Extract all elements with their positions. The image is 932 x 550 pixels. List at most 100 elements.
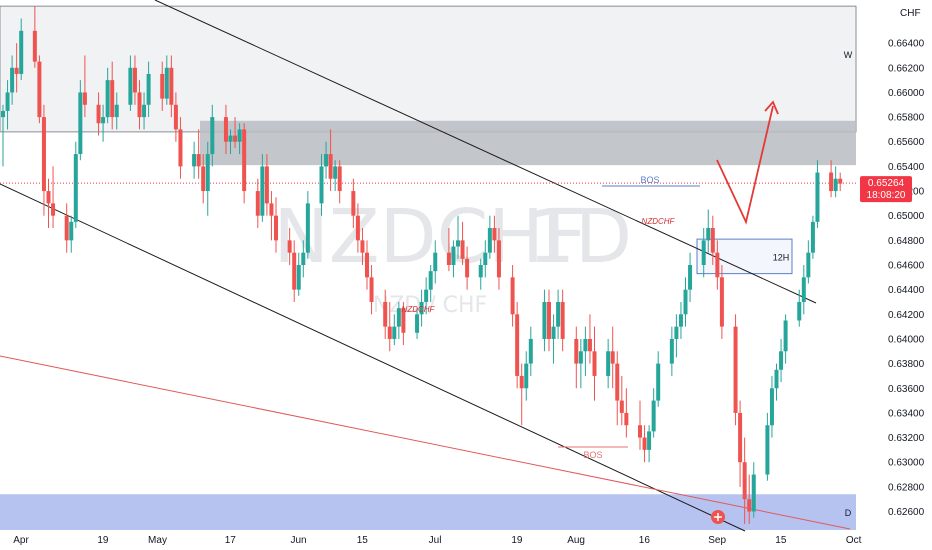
candle [415, 308, 420, 339]
candle [360, 228, 365, 265]
candle [319, 154, 324, 216]
price-tick-label: 0.63200 [888, 433, 925, 444]
zone-1 [200, 120, 856, 166]
candle [765, 412, 770, 481]
candle [128, 55, 133, 111]
candle [483, 240, 488, 278]
candle [478, 258, 483, 290]
candle [46, 178, 51, 229]
candle [274, 197, 278, 253]
candle [396, 301, 401, 339]
candle [137, 80, 142, 130]
candle [264, 154, 269, 216]
candle [324, 141, 329, 179]
candle [801, 265, 806, 315]
candle [210, 104, 215, 167]
price-tick-label: 0.64000 [888, 334, 925, 345]
candle [574, 326, 579, 389]
add-alert-icon[interactable] [711, 510, 725, 524]
candle [606, 338, 611, 389]
candle [492, 215, 497, 253]
candle [742, 437, 747, 524]
price-tick-label: 0.63400 [888, 408, 925, 419]
candle [460, 221, 465, 265]
candle [164, 55, 169, 105]
zone-label-3: 12H [773, 252, 790, 262]
candle [160, 61, 165, 111]
candle [228, 129, 233, 155]
price-tick-label: 0.65000 [888, 211, 925, 222]
candle [806, 240, 811, 284]
candle [719, 265, 724, 339]
candle [578, 338, 583, 389]
candle [201, 154, 206, 204]
candle [683, 277, 688, 327]
price-axis[interactable]: 0.62600 0.62800 0.63000 0.63200 0.63400 0.636… [888, 39, 925, 518]
time-tick-label: May [148, 535, 167, 546]
zone-label-2: D [845, 508, 852, 518]
price-tick-label: 0.62600 [888, 507, 925, 518]
candle [424, 277, 429, 315]
bos-lower-label: BOS [583, 450, 602, 460]
candle [69, 215, 74, 253]
candle [619, 375, 624, 426]
time-tick-label: Apr [13, 535, 29, 546]
candle [37, 55, 42, 124]
candle [305, 191, 310, 259]
countdown-value: 18:08:20 [867, 190, 906, 201]
candle [733, 314, 738, 426]
candle [651, 388, 656, 438]
candle [96, 92, 101, 136]
candle [387, 301, 392, 352]
candle [205, 141, 210, 216]
candle [301, 240, 306, 278]
candles-layer [1, 6, 843, 524]
candle [223, 104, 228, 155]
candle [669, 326, 674, 376]
candle [615, 351, 620, 426]
candle [355, 203, 360, 253]
candle [542, 289, 547, 352]
candle [132, 55, 137, 105]
candle [237, 123, 242, 155]
candle [642, 425, 647, 463]
candle [446, 228, 451, 272]
candle [337, 160, 342, 204]
zone-label-0: W [844, 50, 853, 60]
candle [829, 160, 834, 198]
candle [260, 154, 265, 222]
candle [706, 209, 711, 253]
candle [624, 388, 629, 438]
candle [51, 166, 56, 229]
candle [178, 117, 183, 179]
candle [524, 351, 529, 401]
red-trend-line [0, 355, 851, 530]
time-axis[interactable]: Apr 19 May 17 Jun 15 Jul 19 Aug 16 Sep 15 Oct [13, 535, 861, 546]
candle [638, 400, 642, 450]
candle [233, 117, 238, 148]
candle [738, 400, 743, 487]
time-tick-label: 17 [225, 535, 237, 546]
candle [701, 228, 706, 278]
candle [433, 240, 438, 284]
candle [196, 129, 201, 179]
price-tick-label: 0.65600 [888, 137, 925, 148]
candle [173, 92, 178, 142]
price-tick-label: 0.64600 [888, 261, 925, 272]
price-tick-label: 0.64800 [888, 236, 925, 247]
candle [833, 166, 838, 198]
candle [815, 160, 820, 229]
zones-layer: W D 12H [0, 5, 857, 530]
candle [169, 55, 174, 118]
candle [810, 215, 815, 259]
candle [747, 474, 752, 524]
candle [715, 240, 720, 290]
candle [105, 67, 110, 124]
candle [351, 178, 356, 229]
upper-channel-line [154, 0, 817, 304]
candle [797, 289, 802, 327]
candle [587, 314, 592, 364]
candle [73, 141, 78, 229]
candle [496, 228, 501, 290]
